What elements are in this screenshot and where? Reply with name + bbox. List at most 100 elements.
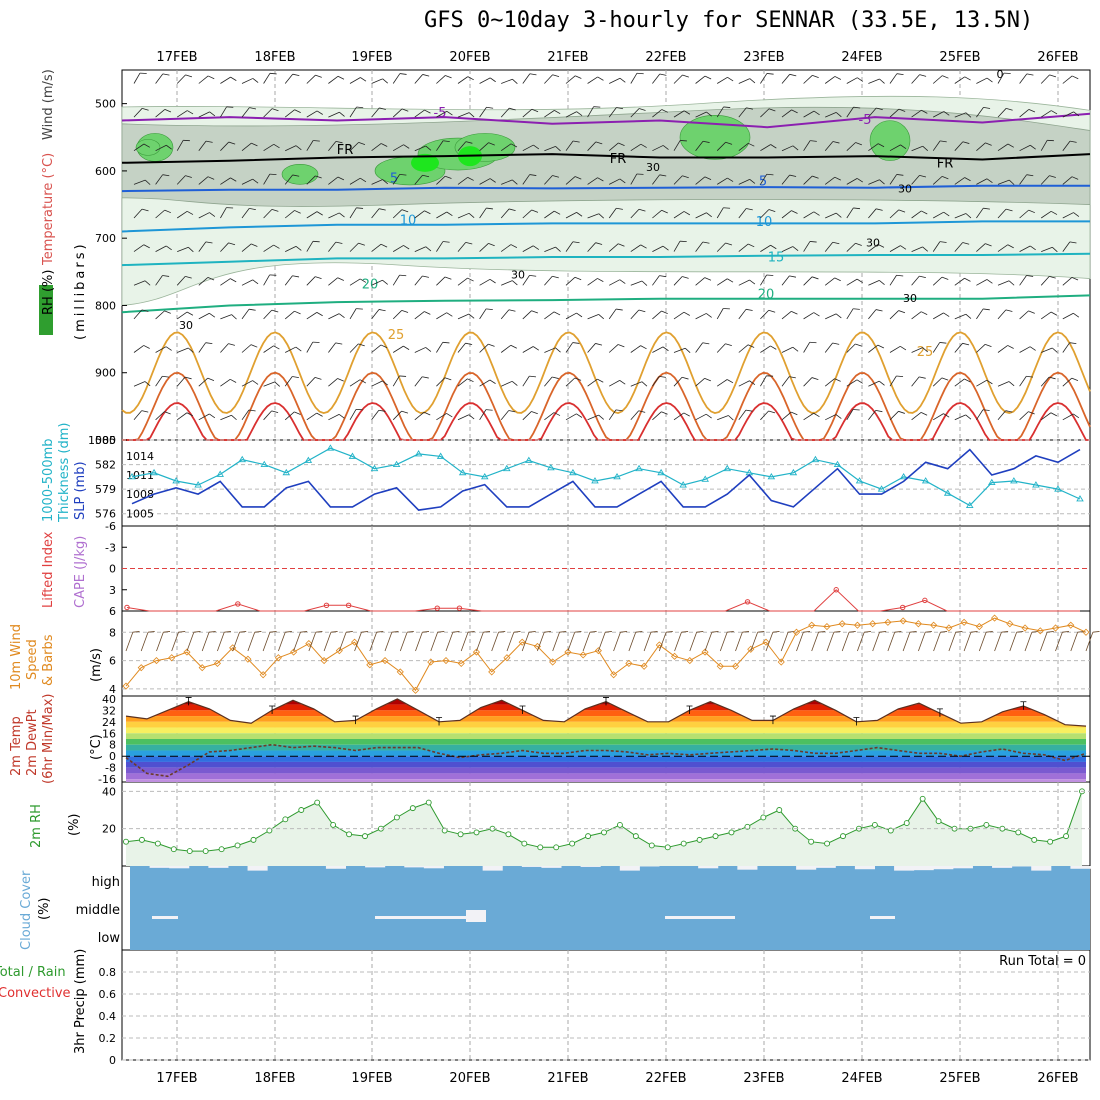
rh2m-point (903, 820, 910, 827)
wind-barb (652, 375, 666, 387)
rh2m-point (186, 848, 193, 855)
wind-barb (630, 108, 646, 118)
wind-barb (954, 242, 970, 252)
wind-barb (1062, 111, 1080, 118)
wind-barb (1062, 277, 1079, 286)
wind-barb (911, 109, 928, 118)
wind-barb (349, 409, 363, 420)
wind-barb (241, 107, 257, 118)
wind-barb (371, 409, 386, 421)
lifted-index-point (899, 604, 906, 611)
wind-barb (501, 179, 518, 185)
wind10-point (594, 647, 602, 655)
wind10-barb (857, 631, 871, 652)
temp-band (126, 767, 1086, 774)
wind-barb (932, 377, 949, 387)
wind-barb (176, 210, 194, 219)
wind-barb (781, 109, 798, 118)
wind-barb (371, 208, 386, 219)
temp-band (126, 773, 1086, 780)
thickness-point (128, 472, 136, 480)
rh2m-point (425, 799, 432, 806)
wind-barb (176, 311, 194, 320)
temp-band (126, 716, 1086, 722)
cloud-gap-high (521, 866, 542, 867)
rh2m-point (553, 844, 560, 851)
wind10-point (564, 648, 572, 656)
wind10-barb (933, 631, 948, 652)
wind-barb (263, 274, 277, 286)
panel-frame-wind10 (121, 610, 1091, 697)
wind-barb (155, 144, 172, 152)
wind-barb (781, 275, 797, 286)
wind-barb (889, 245, 907, 252)
wind10-barb (658, 631, 673, 652)
wind10-barb (811, 631, 826, 652)
wind10-barb (567, 631, 582, 652)
wind-barb (889, 73, 904, 84)
wind-barb (392, 245, 410, 252)
cape-label: CAPE (J/kg) (73, 536, 88, 608)
wind10-point (899, 617, 907, 625)
temp-max-marker (936, 708, 943, 717)
wind-barb (997, 179, 1015, 185)
lifted-index-line (126, 589, 1080, 612)
wind-barb (457, 378, 474, 387)
wind-barb (1062, 312, 1080, 320)
wind-barb (954, 414, 972, 421)
rh2m-point (409, 805, 416, 812)
wind-barb (716, 207, 731, 219)
wind-barb (868, 380, 885, 387)
wind-barb (1019, 375, 1034, 387)
wind10-point (503, 654, 511, 662)
wind-barb (738, 380, 756, 387)
wind-barb (284, 310, 301, 320)
wind-barb (220, 278, 237, 286)
wind-barb (824, 277, 841, 286)
wind-barb (825, 212, 842, 219)
wind-barb (760, 108, 776, 118)
slp-axis-label-group: SLP (mb) (73, 461, 88, 520)
rh2m-y-tick: 20 (102, 823, 116, 836)
wind-barb (436, 377, 452, 387)
precip-convective-label: Convective (0, 986, 71, 1001)
wind-barb (781, 411, 798, 421)
wind-barb (889, 174, 904, 185)
wind-barb (500, 410, 516, 421)
wind10-point (853, 621, 861, 629)
wind-barb (587, 343, 603, 353)
rh2m-point (537, 844, 544, 851)
wind-barb (695, 212, 712, 219)
temp-max-marker (352, 715, 359, 725)
wind-barb (198, 241, 213, 252)
temp2m-y-tick: 24 (102, 716, 116, 729)
wind10-barb (689, 631, 704, 652)
wind-barb (392, 375, 407, 387)
wind-barb (997, 107, 1013, 118)
date-label-bottom: 21FEB (547, 1071, 588, 1086)
wind-barb (1019, 144, 1036, 152)
wind-barb (1040, 110, 1058, 118)
wind10-barb (978, 631, 993, 652)
wind-barb (392, 345, 410, 353)
rh2m-y-tick: 40 (102, 785, 116, 798)
rh2m-point (1031, 836, 1038, 843)
rh-moist-area (281, 163, 319, 185)
lifted-index-point (922, 597, 928, 604)
lifted-index-point (744, 599, 751, 605)
wind-barb (349, 77, 367, 84)
wind10-barb (354, 631, 369, 652)
wind-barb (760, 144, 777, 152)
wind-barb (263, 345, 280, 353)
wind-barb (933, 111, 950, 118)
rh2m-unit-label: (%) (67, 814, 82, 837)
wind10-point (457, 659, 465, 667)
wind-barb (1062, 241, 1077, 252)
wind-barb (392, 108, 409, 118)
wind-barb (803, 241, 817, 252)
wind-barb (1041, 347, 1058, 353)
wind-barb (284, 411, 301, 421)
wind-barb (306, 175, 322, 185)
wind-barb (997, 309, 1013, 320)
wind-barb (371, 78, 389, 84)
